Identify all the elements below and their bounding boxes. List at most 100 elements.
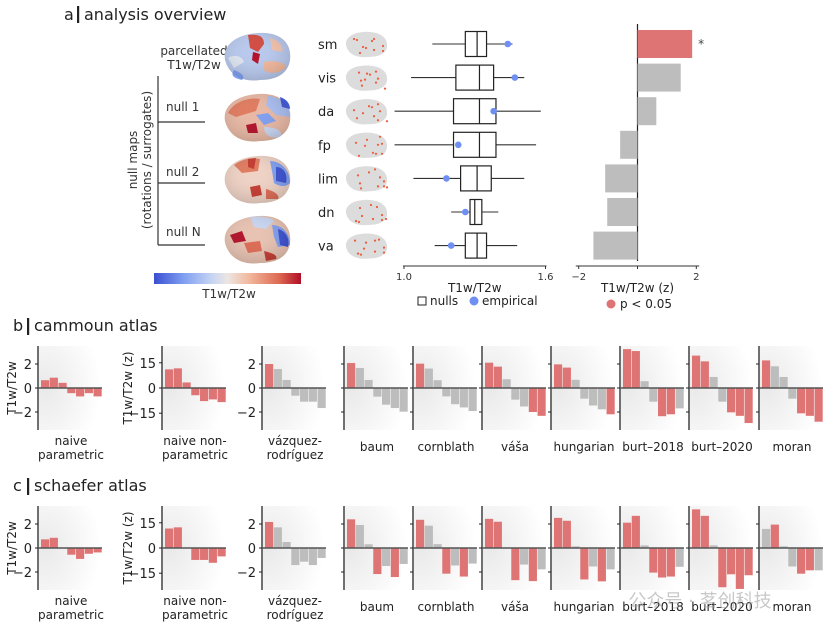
null-2-brain-map: [224, 155, 291, 204]
bar-fp: [373, 548, 382, 575]
bar-sm: [41, 539, 50, 548]
network-highlight-dot: [364, 46, 368, 50]
panel-b-letter: b: [13, 316, 23, 335]
bar-fp: [788, 548, 797, 567]
bar-fp: [442, 388, 451, 397]
network-highlight-dot: [373, 250, 377, 253]
null-box-va: [464, 232, 488, 259]
nulls-legend-swatch: [417, 296, 427, 306]
bar-sm: [692, 509, 701, 548]
bar-lim: [797, 548, 806, 574]
bar-dn: [666, 548, 675, 577]
network-highlight-dot: [380, 213, 384, 217]
y-tick-label: 0: [24, 542, 32, 557]
bar-sm: [692, 355, 701, 388]
title-divider: [77, 6, 80, 23]
bar-sm: [554, 364, 563, 388]
network-highlight-dot: [361, 45, 365, 49]
method-label: burt–2018: [622, 440, 683, 454]
network-highlight-dot: [367, 105, 371, 108]
x-axis-label: T1w/T2w: [447, 281, 502, 295]
network-brain-fp: [345, 132, 388, 158]
null-1-label: null 1: [166, 100, 199, 114]
cammoun-atlas-charts: 20−2T1w/T2wnaiveparametric150−15T1w/T2w …: [5, 346, 823, 462]
title-divider: [27, 318, 30, 335]
network-highlight-dot: [376, 103, 380, 106]
bar-da: [571, 379, 580, 388]
bar-va: [814, 388, 823, 422]
bar-sm: [485, 362, 494, 388]
network-highlight-dot: [381, 44, 385, 48]
network-zscore-chart: * −2 2 T1w/T2w (z): [571, 24, 704, 295]
network-highlight-dot: [356, 174, 360, 177]
network-highlight-dot: [385, 120, 389, 123]
bar-dn: [208, 548, 217, 563]
network-highlight-dot: [357, 220, 361, 224]
method-chart-7: burt–2018: [617, 506, 684, 614]
bar-lim: [451, 388, 460, 405]
bar-sm: [554, 517, 563, 548]
bar-va: [675, 548, 684, 567]
zscore-bar-fp: [620, 130, 638, 159]
null-n-brain-map: [224, 215, 291, 264]
method-label: burt–2018: [622, 600, 683, 614]
null-bracket: [157, 76, 205, 246]
bar-sm: [265, 521, 274, 548]
bar-dn: [308, 548, 317, 566]
brain-maps: parcellated T1w/T2w null 1 null 2 null N…: [126, 32, 301, 301]
empirical-point-dn: [462, 208, 469, 216]
method-chart-3: baum: [341, 346, 408, 454]
bar-lim: [658, 388, 667, 417]
bar-da: [709, 376, 718, 388]
bar-dn: [84, 388, 93, 394]
network-highlight-dot: [363, 144, 367, 147]
bar-fp: [67, 548, 76, 555]
network-highlight-dot: [377, 238, 381, 241]
network-highlight-dot: [373, 168, 377, 171]
bar-fp: [649, 548, 658, 573]
bar-dn: [208, 388, 217, 400]
network-highlight-dot: [358, 206, 362, 210]
method-label-line2: parametric: [162, 608, 228, 622]
y-tick-label: 2: [248, 358, 256, 373]
bar-dn: [390, 548, 399, 578]
null-box-dn: [469, 198, 483, 226]
bar-dn: [735, 548, 744, 589]
bar-da: [364, 379, 373, 388]
method-label: burt–2020: [691, 440, 752, 454]
bar-vis: [700, 361, 709, 388]
bar-vis: [631, 351, 640, 388]
bar-va: [606, 388, 615, 415]
bar-lim: [520, 548, 529, 565]
empirical-map-label-1: parcellated: [160, 44, 227, 58]
bar-da: [709, 545, 718, 548]
bar-fp: [580, 388, 589, 399]
bar-va: [217, 388, 226, 403]
bar-lim: [76, 388, 85, 397]
method-chart-2: 2 0 −2 vázquez-rodríguez: [237, 506, 326, 622]
bar-vis: [49, 537, 58, 548]
bar-da: [779, 546, 788, 548]
bar-sm: [416, 363, 425, 388]
network-highlight-dot: [380, 218, 384, 222]
method-chart-6: hungarian: [548, 346, 615, 454]
bar-da: [433, 544, 442, 548]
method-chart-9: moran: [756, 506, 823, 614]
brain-surface: [345, 199, 388, 226]
null-maps-sublabel: (rotations / surrogates): [140, 91, 154, 229]
bar-fp: [511, 388, 520, 400]
bar-va: [537, 388, 546, 416]
bar-dn: [390, 388, 399, 409]
bar-sm: [165, 528, 174, 548]
null-box-lim: [460, 165, 492, 192]
network-highlight-dot: [365, 138, 369, 141]
network-highlight-dot: [383, 87, 387, 90]
network-label-lim: lim: [318, 172, 338, 187]
network-label-vis: vis: [318, 72, 336, 87]
zscore-bar-dn: [607, 198, 638, 226]
bar-vis: [700, 515, 709, 548]
network-highlight-dot: [372, 48, 376, 52]
method-chart-8: burt–2020: [686, 346, 753, 454]
